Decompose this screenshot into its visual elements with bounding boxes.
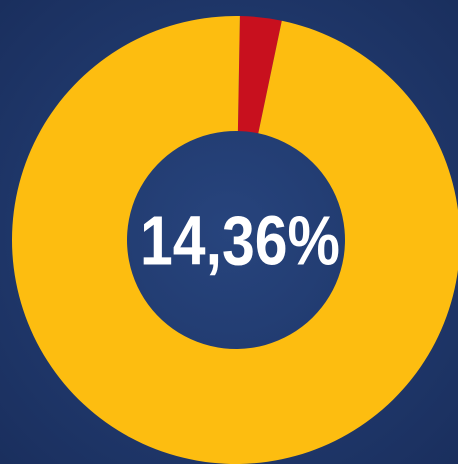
center-label: 14,36%	[140, 201, 340, 279]
donut-slice	[12, 16, 458, 464]
donut-slice	[237, 16, 282, 134]
donut	[12, 16, 458, 464]
